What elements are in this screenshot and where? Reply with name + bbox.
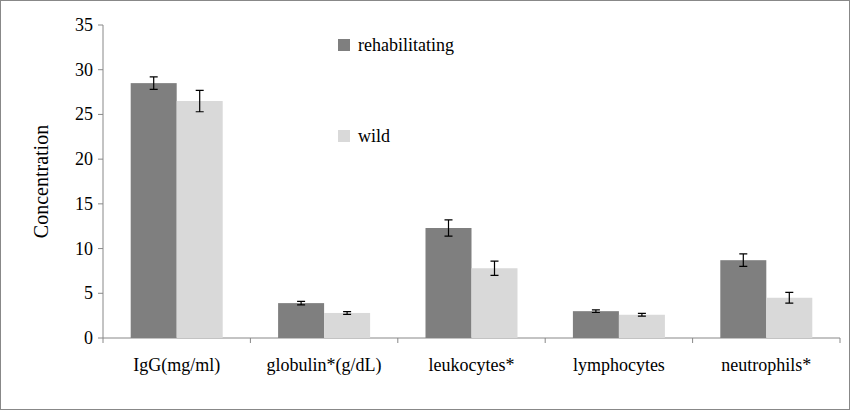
x-tick [103,338,104,343]
y-tick-label: 0 [84,328,93,348]
bar [177,101,223,338]
legend-label: rehabilitating [358,35,454,55]
bar [619,315,665,338]
bars [131,77,813,338]
frame [1,1,850,410]
x-tick-label: globulin*(g/dL) [267,355,382,376]
x-tick [397,338,398,343]
x-tick-label: IgG(mg/ml) [133,355,220,376]
bar [324,313,370,338]
error-bar [785,292,793,303]
legend: rehabilitating wild [338,35,454,146]
y-axis [103,25,104,338]
y-tick-label: 15 [75,194,93,214]
y-tick [98,25,103,26]
y-tick [98,248,103,249]
y-tick-label: 10 [75,239,93,259]
bar [131,83,177,338]
error-bar [491,261,499,275]
error-bar [196,90,204,111]
y-tick-label: 20 [75,149,93,169]
error-bar [445,220,453,236]
y-axis-label: Concentration [30,125,52,238]
y-tick [98,159,103,160]
y-tick [98,338,103,339]
x-tick-label: neutrophils* [721,355,811,375]
bar [720,260,766,338]
x-tick [545,338,546,343]
bar [426,228,472,338]
legend-swatch [338,39,350,51]
x-tick-label: leukocytes* [429,355,515,375]
legend-label: wild [358,126,390,146]
error-bar [638,313,646,316]
error-bar [150,77,158,90]
chart: 0 5 10 15 20 25 30 35 Concentration IgG(mg/ml) glo… [0,0,850,410]
error-bar [592,310,600,313]
error-bar [343,312,351,315]
bar [573,311,619,338]
y-tick-label: 35 [75,15,93,35]
error-bar [739,254,747,267]
legend-swatch [338,130,350,142]
y-tick [98,69,103,70]
y-tick [98,293,103,294]
y-tick [98,114,103,115]
y-tick [98,203,103,204]
x-tick [840,338,841,343]
x-tick-label: lymphocytes [573,355,665,375]
y-tick-label: 25 [75,104,93,124]
bar [278,303,324,338]
error-bar [297,301,305,305]
x-tick [250,338,251,343]
bar [472,268,518,338]
bar [766,298,812,338]
y-tick-label: 30 [75,60,93,80]
x-tick [692,338,693,343]
y-tick-label: 5 [84,283,93,303]
